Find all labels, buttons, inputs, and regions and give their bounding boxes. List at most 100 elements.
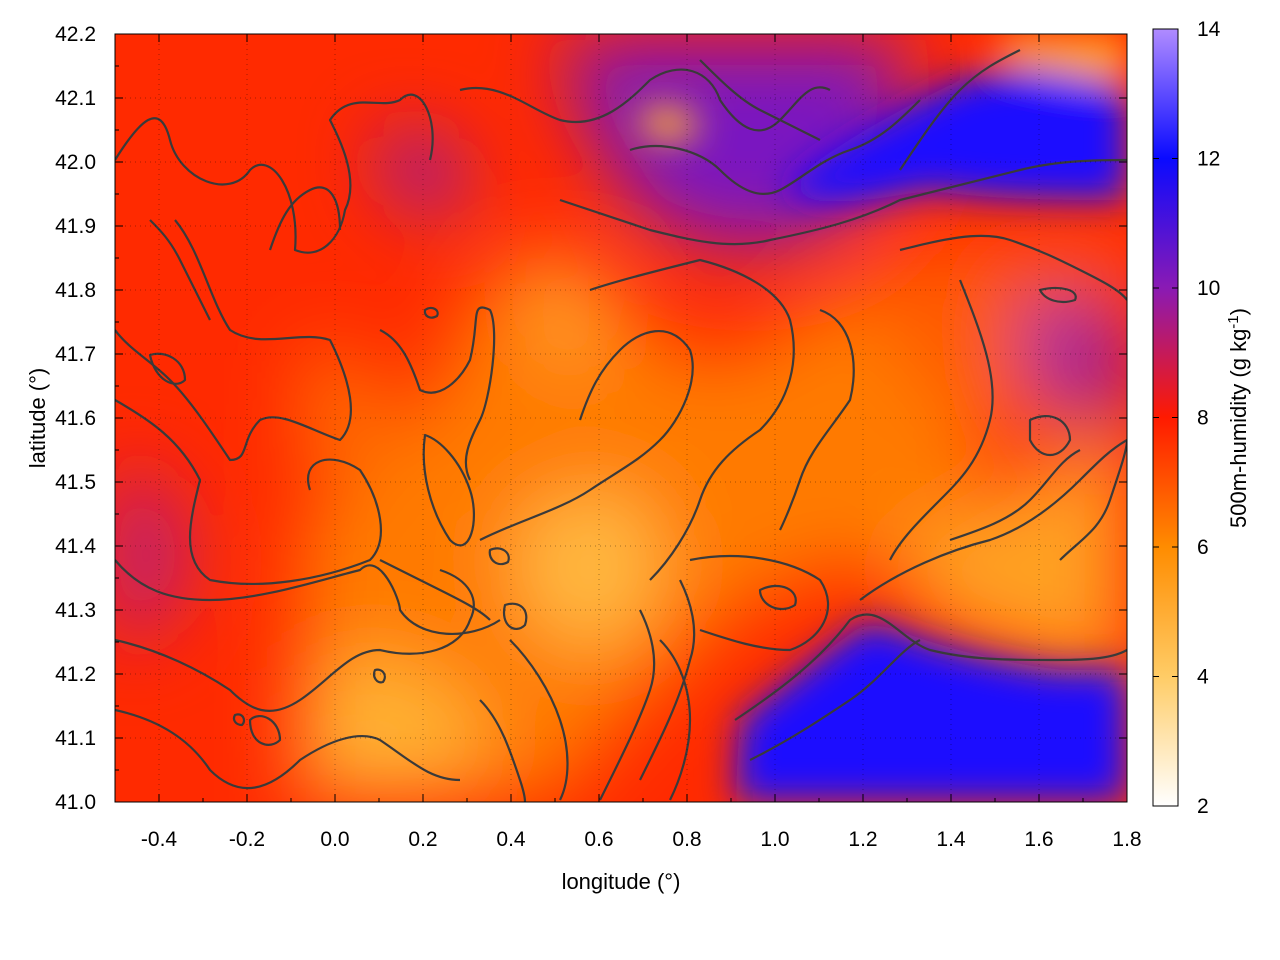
x-axis-title: longitude (°) <box>562 869 681 894</box>
colorbar-title: 500m-humidity (g kg-1) <box>1225 308 1252 528</box>
y-tick-label: 41.4 <box>55 535 96 558</box>
region-spot-orange-north <box>640 106 700 142</box>
contour-line <box>639 579 696 781</box>
contour-line <box>559 158 1127 246</box>
y-tick-label: 41.7 <box>55 343 96 366</box>
contour-line <box>422 433 476 547</box>
x-axis: -0.4 -0.2 0.0 0.2 0.4 0.6 0.8 1.0 1.2 1.4 1.6 1.8 <box>114 34 1142 851</box>
contour-line <box>949 449 1081 542</box>
x-tick-label: 1.2 <box>848 828 877 851</box>
contour-line <box>149 219 211 321</box>
y-tick-label: 41.1 <box>55 727 96 750</box>
y-tick-label: 41.8 <box>55 279 96 302</box>
y-tick-label: 41.6 <box>55 407 96 430</box>
contour-line <box>115 708 461 790</box>
x-tick-label: 0.0 <box>320 828 349 851</box>
x-tick-label: 1.4 <box>936 828 966 851</box>
y-tick-label: 42.1 <box>55 87 96 110</box>
contour-line <box>749 639 921 761</box>
colorbar-title-main: 500m-humidity (g kg <box>1226 329 1251 528</box>
x-tick-label: 1.0 <box>760 828 789 851</box>
contour-line <box>899 49 1021 171</box>
heatmap-sea <box>640 34 1127 802</box>
contour-line <box>479 330 694 541</box>
colorbar-tick-label: 12 <box>1197 148 1220 171</box>
contour-line <box>734 613 1127 721</box>
contour-line <box>699 59 821 141</box>
region-dry-center <box>513 488 662 650</box>
region-purple-west <box>115 468 182 644</box>
grid-lines <box>115 34 1127 802</box>
contour-line <box>379 559 491 621</box>
colorbar-ticks: 2 4 6 8 10 12 14 <box>1153 18 1221 818</box>
contour-line <box>423 306 439 319</box>
region-sea-northeast-top <box>1000 34 1127 80</box>
contour-lines <box>115 49 1127 802</box>
x-tick-label: 0.8 <box>672 828 701 851</box>
contour-line <box>379 306 496 481</box>
contour-line <box>115 93 434 254</box>
y-tick-label: 42.2 <box>55 23 96 46</box>
colorbar-title-end: ) <box>1226 308 1251 315</box>
contour-line <box>488 547 510 566</box>
contour-line <box>689 554 830 652</box>
colorbar-tick-label: 8 <box>1197 407 1209 430</box>
region-dry-ridge <box>540 258 593 372</box>
colorbar: 2 4 6 8 10 12 14 500m-humidity (g kg-1) <box>1152 18 1252 818</box>
y-tick-label: 41.2 <box>55 663 96 686</box>
y-tick-label: 41.5 <box>55 471 96 494</box>
y-tick-label: 41.0 <box>55 791 96 814</box>
contour-line <box>115 568 475 712</box>
contour-line <box>659 639 692 801</box>
contour-line <box>779 308 855 531</box>
contour-line <box>248 715 282 746</box>
contour-line <box>115 219 352 462</box>
contour-line <box>268 186 342 251</box>
contour-line <box>899 234 1127 301</box>
x-tick-label: 0.2 <box>408 828 437 851</box>
colorbar-tick-label: 6 <box>1197 536 1209 559</box>
contour-line <box>758 584 797 611</box>
contour-line <box>148 352 187 385</box>
heatmap-field <box>115 34 1127 802</box>
contour-line <box>232 713 246 727</box>
contour-line <box>1028 415 1072 456</box>
region-sea-southeast <box>735 620 1127 802</box>
contour-line <box>889 279 994 561</box>
y-axis: 41.0 41.1 41.2 41.3 41.4 41.5 41.6 41.7 41.8 41.9… <box>55 23 1127 814</box>
contour-line <box>589 258 795 581</box>
x-tick-label: -0.2 <box>229 828 265 851</box>
region-dry-south <box>300 655 485 800</box>
region-sea-northeast <box>780 71 1127 202</box>
x-tick-label: 0.6 <box>584 828 613 851</box>
contour-line <box>509 639 569 801</box>
colorbar-tick-label: 10 <box>1197 277 1220 300</box>
contour-line <box>479 699 527 802</box>
y-tick-label: 41.9 <box>55 215 96 238</box>
contour-line <box>859 439 1127 601</box>
contour-line <box>115 559 501 635</box>
heatmap-regions <box>115 40 1127 800</box>
contour-line <box>373 668 386 684</box>
contour-line <box>502 602 528 630</box>
x-tick-label: -0.4 <box>141 828 178 851</box>
y-axis-title: latitude (°) <box>25 368 50 469</box>
x-tick-label: 0.4 <box>496 828 526 851</box>
contour-line <box>599 609 656 801</box>
colorbar-title-sup: -1 <box>1225 315 1242 328</box>
contour-line <box>629 99 921 195</box>
x-tick-label: 1.8 <box>1112 828 1141 851</box>
region-purple-north <box>380 133 462 212</box>
y-tick-label: 41.3 <box>55 599 96 622</box>
contour-line <box>1059 439 1127 561</box>
y-tick-label: 42.0 <box>55 151 96 174</box>
contour-line <box>1038 286 1077 304</box>
colorbar-tick-label: 2 <box>1197 795 1209 818</box>
region-purple-east <box>1020 296 1127 423</box>
colorbar-tick-label: 4 <box>1197 666 1209 689</box>
x-tick-label: 1.6 <box>1024 828 1053 851</box>
contour-line <box>115 399 382 585</box>
region-orange-south-east <box>880 440 1127 680</box>
colorbar-tick-label: 14 <box>1197 18 1221 41</box>
